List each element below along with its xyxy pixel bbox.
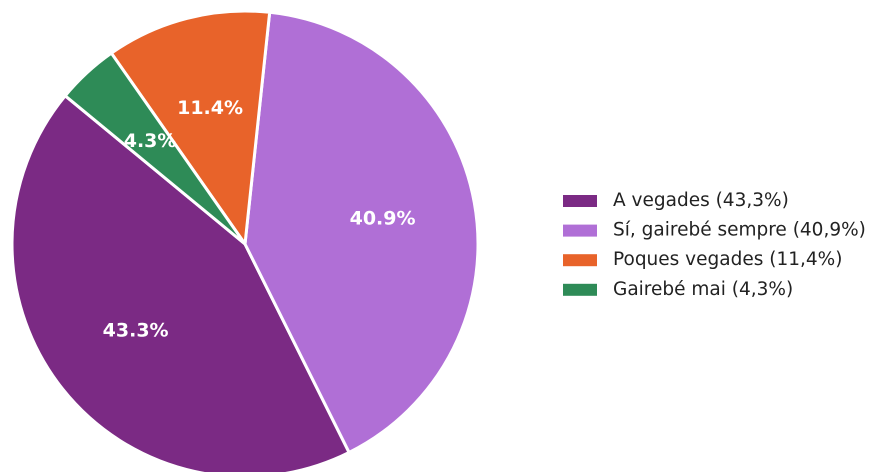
- value-label: 4.3%: [124, 130, 177, 152]
- legend-swatch: [563, 283, 597, 296]
- legend-swatch: [563, 195, 597, 207]
- pie-slice: [109, 9, 272, 249]
- pie-slice: [10, 93, 352, 472]
- pie-slice: [63, 51, 247, 246]
- legend-swatch: [563, 224, 597, 237]
- value-label: 11.4%: [177, 97, 243, 119]
- legend-label: Poques vegades (11,4%): [613, 249, 842, 270]
- legend-label: Gairebé mai (4,3%): [613, 279, 793, 300]
- legend-label: A vegades (43,3%): [613, 190, 789, 211]
- legend-swatch: [563, 254, 597, 267]
- pie-slice: [243, 10, 480, 455]
- legend-label: Sí, gairebé sempre (40,9%): [613, 220, 866, 241]
- value-label: 40.9%: [350, 208, 416, 230]
- value-label: 43.3%: [103, 320, 169, 342]
